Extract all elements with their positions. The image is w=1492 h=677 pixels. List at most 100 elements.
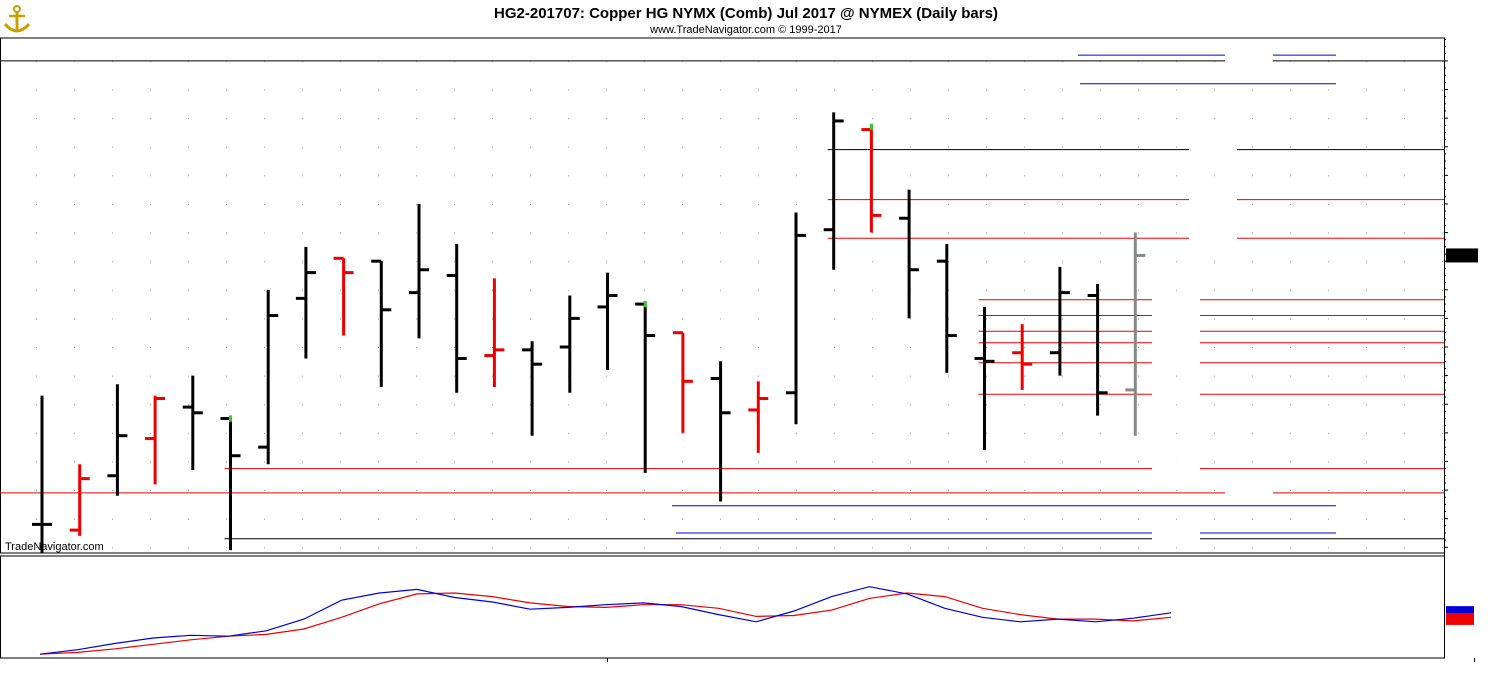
grid-dot xyxy=(1404,404,1405,406)
grid-dot xyxy=(1404,261,1405,263)
grid-dot xyxy=(264,547,265,549)
grid-dot xyxy=(1138,118,1139,120)
grid-dot xyxy=(1328,261,1329,263)
grid-dot xyxy=(530,146,531,148)
stoch-k-line xyxy=(39,586,1172,655)
grid-dot xyxy=(1290,518,1291,520)
grid-dot xyxy=(1138,318,1139,320)
grid-dot xyxy=(758,490,759,492)
grid-dot xyxy=(416,146,417,148)
grid-dot xyxy=(1214,490,1215,492)
grid-dot xyxy=(606,461,607,463)
grid-dot xyxy=(1062,175,1063,177)
grid-dot xyxy=(1442,518,1443,520)
grid-dot xyxy=(1176,118,1177,120)
grid-dot xyxy=(378,118,379,120)
ohlc-bar xyxy=(635,301,656,473)
grid-dot xyxy=(606,118,607,120)
grid-dot xyxy=(1214,547,1215,549)
grid-dot xyxy=(1442,375,1443,377)
grid-dot xyxy=(1062,404,1063,406)
grid-dot xyxy=(834,432,835,434)
grid-dot xyxy=(1252,203,1253,205)
grid-dot xyxy=(36,318,37,320)
ohlc-bar xyxy=(936,244,957,373)
grid-dot xyxy=(188,318,189,320)
grid-dot xyxy=(720,175,721,177)
grid-dot xyxy=(530,118,531,120)
grid-dot xyxy=(682,461,683,463)
grid-dot xyxy=(1214,347,1215,348)
grid-dot xyxy=(568,146,569,148)
grid-dot xyxy=(1024,375,1025,377)
grid-dot xyxy=(872,318,873,320)
grid-dot xyxy=(1138,404,1139,406)
grid-dot xyxy=(1062,375,1063,377)
grid-dot xyxy=(492,89,493,91)
grid-dot xyxy=(74,146,75,148)
grid-dot xyxy=(1328,289,1329,291)
grid-dot xyxy=(378,318,379,320)
grid-dot xyxy=(530,518,531,520)
grid-dot xyxy=(226,175,227,177)
grid-dot xyxy=(1290,432,1291,434)
grid-dot xyxy=(454,289,455,291)
logo-arms xyxy=(3,22,31,33)
grid-dot xyxy=(416,289,417,291)
grid-dot xyxy=(1100,318,1101,320)
grid-dot xyxy=(36,89,37,91)
grid-dot xyxy=(74,289,75,291)
level-label-bg xyxy=(1152,387,1200,402)
grid-dot xyxy=(1442,404,1443,406)
grid-dot xyxy=(74,203,75,205)
grid-dot xyxy=(264,518,265,520)
ohlc-bar xyxy=(446,244,467,393)
grid-dot xyxy=(1404,232,1405,234)
grid-dot xyxy=(1062,461,1063,463)
grid-dot xyxy=(226,432,227,434)
grid-dot xyxy=(910,89,911,91)
grid-dot xyxy=(1100,490,1101,492)
grid-dot xyxy=(1024,518,1025,520)
grid-dot xyxy=(1176,89,1177,91)
grid-dot xyxy=(112,289,113,291)
grid-dot xyxy=(1290,118,1291,120)
grid-dot xyxy=(720,289,721,291)
grid-dot xyxy=(302,461,303,463)
grid-dot xyxy=(568,461,569,463)
grid-dot xyxy=(606,89,607,91)
grid-dot xyxy=(1214,89,1215,91)
grid-dot xyxy=(378,518,379,520)
grid-dot xyxy=(302,404,303,406)
stoch-d-tag xyxy=(1446,612,1474,625)
grid-dot xyxy=(1252,461,1253,463)
grid-dot xyxy=(1252,118,1253,120)
grid-dot xyxy=(1024,490,1025,492)
grid-dot xyxy=(682,490,683,492)
grid-dot xyxy=(416,118,417,120)
grid-dot xyxy=(910,404,911,406)
grid-dot xyxy=(606,232,607,234)
grid-dot xyxy=(112,404,113,406)
grid-dot xyxy=(188,432,189,434)
grid-dot xyxy=(1328,318,1329,320)
grid-dot xyxy=(1442,146,1443,148)
grid-dot xyxy=(796,175,797,177)
grid-dot xyxy=(112,261,113,263)
grid-dot xyxy=(530,432,531,434)
grid-dot xyxy=(682,289,683,291)
grid-dot xyxy=(1062,432,1063,434)
grid-dot xyxy=(986,375,987,377)
grid-dot xyxy=(872,232,873,234)
grid-dot xyxy=(758,89,759,91)
grid-dot xyxy=(682,89,683,91)
grid-dot xyxy=(112,318,113,320)
ohlc-bar xyxy=(371,259,392,388)
grid-dot xyxy=(872,490,873,492)
grid-dot xyxy=(1024,318,1025,320)
grid-dot xyxy=(568,261,569,263)
grid-dot xyxy=(1404,347,1405,348)
grid-dot xyxy=(74,375,75,377)
grid-dot xyxy=(226,146,227,148)
watermark: TradeNavigator.com xyxy=(5,541,104,553)
